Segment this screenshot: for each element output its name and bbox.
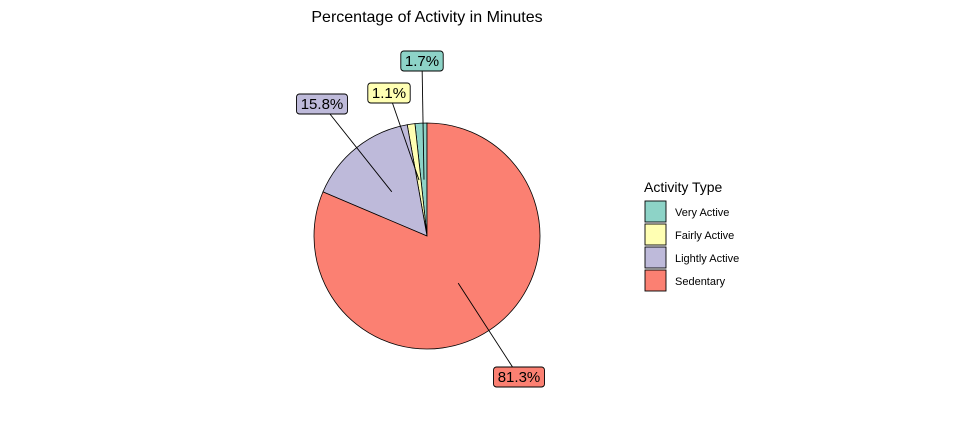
slice-label-sedentary: 81.3% <box>498 369 541 386</box>
slice-label-box-fairly-active <box>367 82 411 104</box>
legend: Activity Type Very Active Fairly Active Li… <box>644 179 739 292</box>
leader-line-very-active <box>421 60 425 180</box>
legend-key-lightly-active <box>644 246 667 269</box>
legend-label-sedentary: Sedentary <box>675 276 726 288</box>
legend-title: Activity Type <box>644 179 723 195</box>
legend-key-fairly-active <box>644 223 667 246</box>
slice-labels: 1.7% 1.1% 15.8% 81.3% <box>296 50 545 388</box>
legend-label-fairly-active: Fairly Active <box>675 230 734 242</box>
slice-label-fairly-active: 1.1% <box>372 85 406 102</box>
chart-title: Percentage of Activity in Minutes <box>311 9 542 26</box>
pie-slice-sedentary <box>313 122 541 350</box>
leader-line-fairly-active <box>388 92 420 181</box>
legend-key-sedentary <box>644 269 667 292</box>
legend-label-lightly-active: Lightly Active <box>675 253 739 265</box>
slice-label-box-lightly-active <box>296 93 348 115</box>
slice-label-box-sedentary <box>493 366 545 388</box>
legend-label-very-active: Very Active <box>675 207 729 219</box>
leader-line-sedentary <box>457 282 520 378</box>
legend-key-very-active <box>644 200 667 223</box>
pie <box>313 122 541 350</box>
slice-label-box-very-active <box>400 50 444 72</box>
slice-label-lightly-active: 15.8% <box>301 96 344 113</box>
slice-label-very-active: 1.7% <box>405 53 439 70</box>
leader-line-lightly-active <box>321 103 393 193</box>
